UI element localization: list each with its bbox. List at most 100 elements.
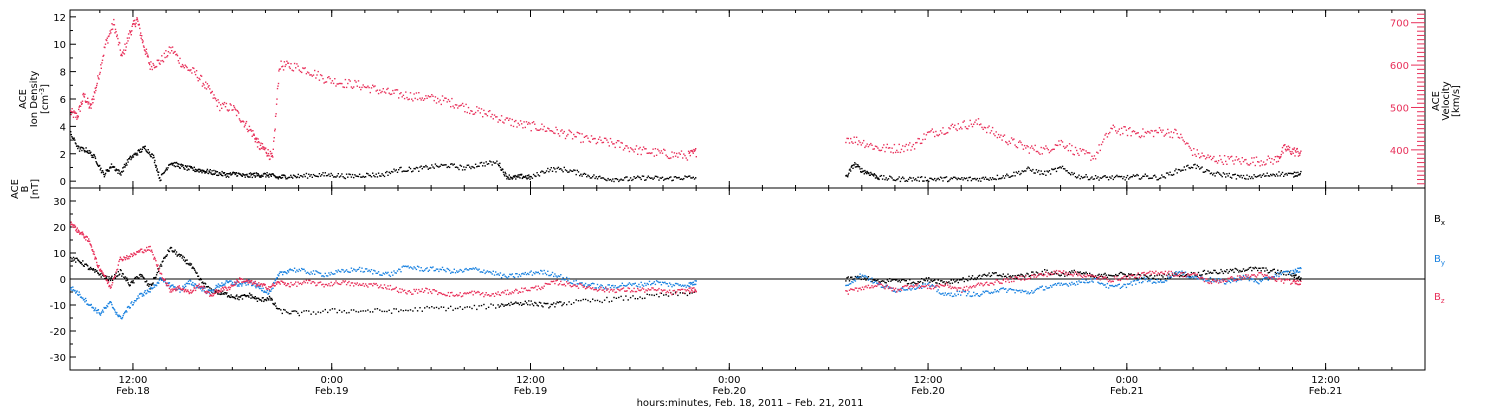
- bx-point: [167, 249, 169, 251]
- velocity-point: [452, 105, 454, 107]
- density-point: [189, 165, 191, 168]
- density-point: [135, 153, 137, 155]
- by-point: [872, 282, 874, 284]
- bx-point: [148, 283, 151, 286]
- density-point: [867, 171, 869, 174]
- density-point: [444, 164, 446, 166]
- density-point: [563, 166, 565, 169]
- by-point: [345, 269, 348, 271]
- bz-point: [438, 292, 440, 294]
- velocity-point: [87, 103, 89, 105]
- by-point: [642, 285, 645, 287]
- by-point: [146, 289, 149, 291]
- bx-point: [1249, 266, 1252, 269]
- by-point: [505, 276, 508, 278]
- bz-point: [487, 294, 490, 296]
- density-point: [441, 164, 444, 166]
- by-point: [1231, 279, 1233, 281]
- bz-point: [147, 249, 149, 251]
- bx-point: [983, 273, 986, 276]
- velocity-point: [679, 153, 681, 155]
- by-point: [77, 294, 80, 296]
- by-point: [1074, 284, 1077, 286]
- bx-point: [457, 307, 459, 310]
- velocity-point: [1074, 146, 1077, 149]
- by-point: [427, 270, 429, 272]
- density-point: [1151, 177, 1154, 179]
- velocity-point: [329, 77, 331, 80]
- density-point: [165, 169, 167, 171]
- bx-point: [620, 295, 622, 298]
- by-point: [181, 289, 183, 292]
- by-point: [1210, 281, 1213, 283]
- velocity-point: [380, 91, 382, 94]
- velocity-point: [1236, 159, 1239, 161]
- by-point: [1002, 287, 1004, 289]
- velocity-point: [91, 98, 94, 100]
- velocity-point: [1216, 162, 1219, 164]
- density-point: [1158, 177, 1161, 180]
- bx-point: [291, 310, 293, 312]
- velocity-point: [377, 92, 380, 95]
- by-point: [287, 270, 289, 272]
- velocity-point: [250, 130, 253, 132]
- density-point: [505, 175, 508, 177]
- density-point: [364, 176, 367, 178]
- density-point: [259, 175, 262, 177]
- velocity-point: [95, 89, 97, 92]
- bx-point: [157, 268, 159, 270]
- by-point: [444, 269, 446, 272]
- density-point: [318, 173, 321, 175]
- bx-point: [405, 309, 407, 311]
- by-point: [510, 274, 512, 276]
- density-point: [1001, 177, 1003, 179]
- bx-point: [70, 256, 72, 259]
- by-point: [949, 294, 951, 297]
- bx-point: [357, 311, 360, 313]
- bx-point: [970, 277, 973, 279]
- velocity-point: [372, 84, 374, 86]
- velocity-point: [971, 125, 974, 128]
- density-point: [1251, 176, 1253, 178]
- bx-point: [1031, 271, 1033, 273]
- by-point: [1184, 271, 1187, 273]
- bz-point: [108, 285, 110, 288]
- bx-point: [461, 308, 464, 310]
- bz-point: [162, 278, 164, 280]
- by-point: [529, 271, 531, 273]
- velocity-point: [622, 149, 625, 151]
- velocity-point: [272, 148, 274, 150]
- density-point: [213, 169, 215, 172]
- density-point: [1040, 170, 1042, 172]
- velocity-point: [618, 140, 620, 142]
- bz-point: [628, 287, 631, 290]
- velocity-point: [145, 51, 147, 53]
- density-point: [413, 167, 415, 170]
- velocity-point: [1150, 129, 1152, 132]
- velocity-point: [486, 115, 489, 117]
- by-point: [919, 286, 922, 288]
- by-point: [601, 285, 603, 287]
- velocity-point: [270, 153, 272, 155]
- density-point: [939, 176, 942, 178]
- by-point: [1149, 280, 1151, 282]
- bz-point: [491, 293, 493, 295]
- bx-point: [483, 303, 485, 306]
- bx-point: [240, 295, 242, 297]
- bx-point: [1174, 272, 1176, 274]
- by-point: [1085, 279, 1087, 281]
- bz-point: [597, 289, 600, 291]
- by-point: [680, 285, 683, 287]
- density-point: [1253, 174, 1255, 176]
- velocity-point: [1279, 156, 1281, 159]
- density-point: [974, 177, 976, 180]
- density-point: [478, 165, 480, 167]
- by-point: [1150, 278, 1152, 281]
- by-point: [997, 291, 1000, 293]
- bz-point: [342, 280, 344, 282]
- density-point: [1272, 173, 1274, 175]
- velocity-point: [884, 150, 886, 153]
- bx-point: [1188, 275, 1190, 277]
- density-point: [1100, 177, 1103, 179]
- bz-point: [602, 289, 605, 291]
